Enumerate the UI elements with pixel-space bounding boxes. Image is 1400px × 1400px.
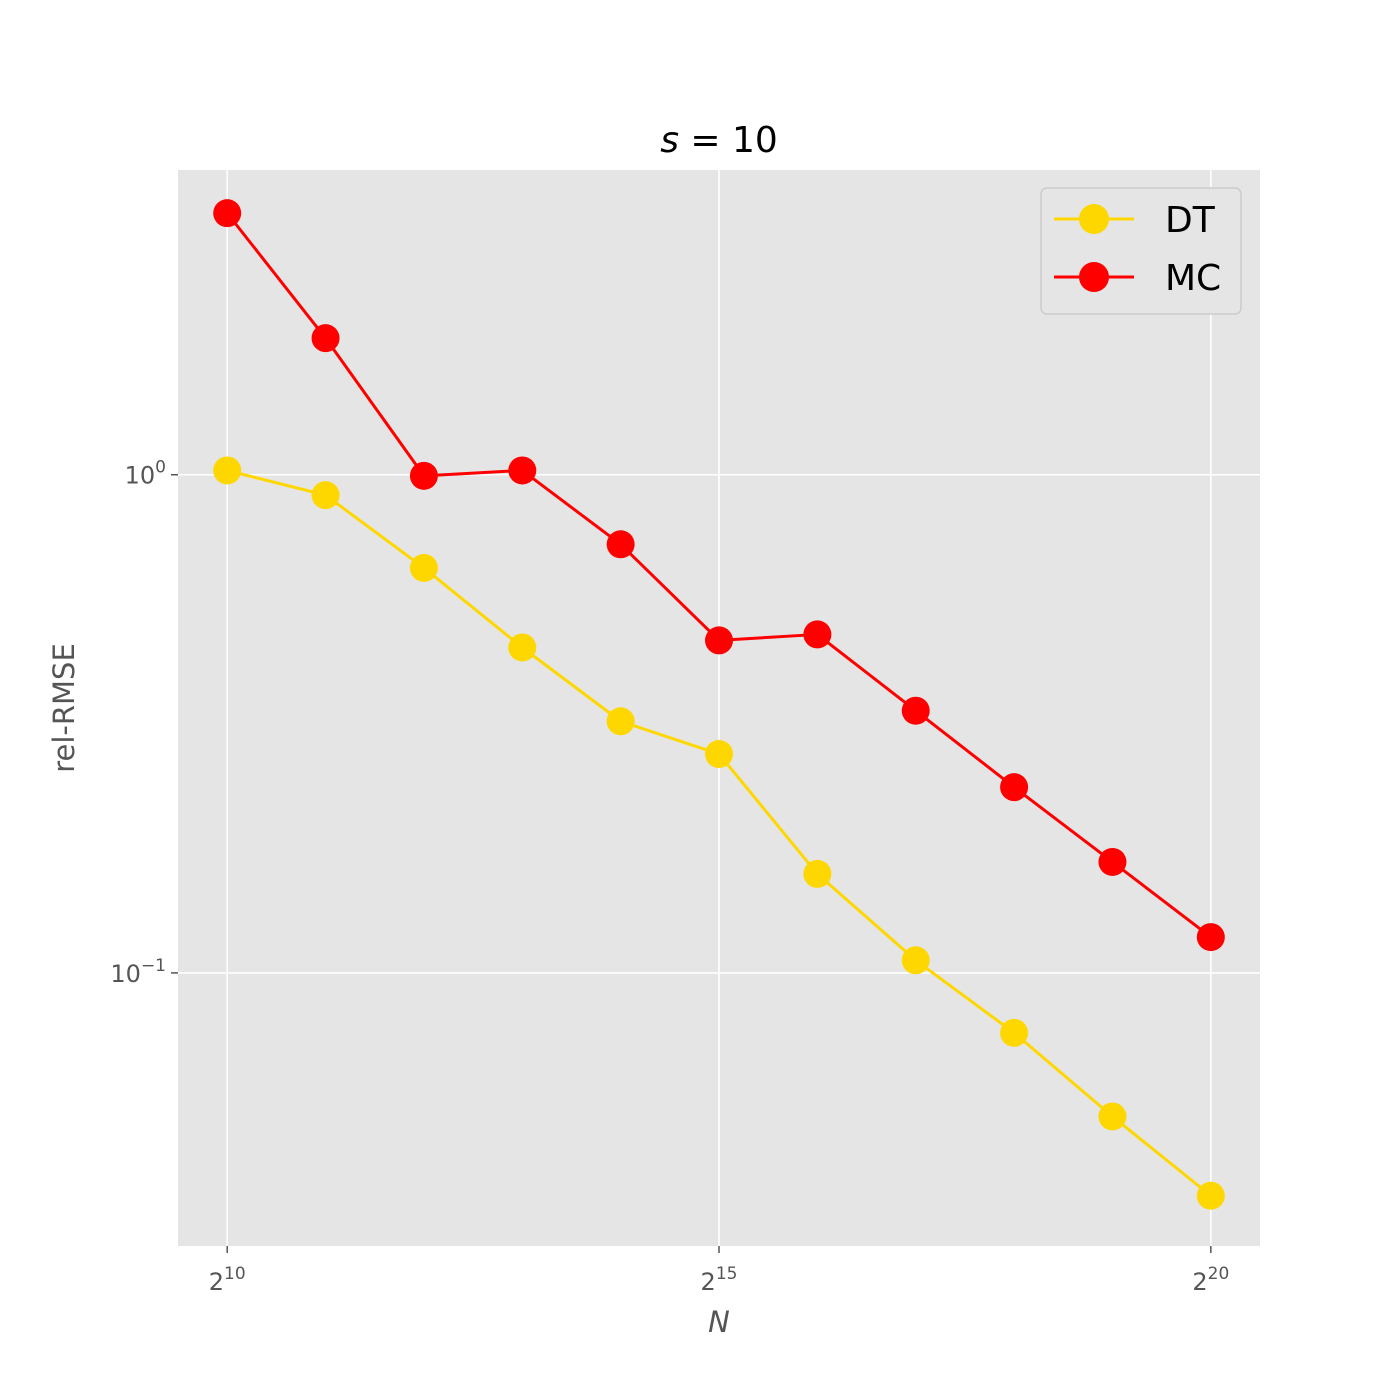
x-axis-label: N: [708, 1305, 730, 1339]
data-point-mc: [409, 461, 438, 490]
data-point-dt: [213, 456, 242, 485]
x-tick-label: 220: [1192, 1264, 1229, 1296]
data-point-dt: [1196, 1181, 1225, 1210]
legend-marker-mc: [1079, 262, 1109, 292]
data-point-dt: [705, 740, 734, 769]
data-point-dt: [901, 946, 930, 975]
y-tick-base: 10: [110, 960, 141, 988]
data-point-dt: [1000, 1018, 1029, 1047]
series-mc: [213, 199, 1225, 952]
legend-label-dt: DT: [1165, 200, 1216, 241]
x-tick-exponent: 20: [1208, 1264, 1230, 1284]
title-rest: = 10: [679, 120, 778, 161]
data-point-dt: [803, 859, 832, 888]
y-tick-exponent: 0: [155, 458, 166, 478]
y-tick-label: 100: [125, 458, 166, 490]
series-layer: [213, 199, 1225, 1210]
y-tick-exponent: −1: [141, 956, 166, 976]
title-variable: s: [660, 120, 679, 161]
data-point-mc: [508, 456, 537, 485]
data-point-mc: [803, 620, 832, 649]
x-tick-label: 210: [209, 1264, 246, 1296]
data-point-mc: [705, 626, 734, 655]
series-dt: [213, 456, 1225, 1210]
chart-title: s = 10: [660, 120, 778, 161]
x-tick-base: 2: [701, 1268, 716, 1296]
x-tick-base: 2: [209, 1268, 224, 1296]
data-point-dt: [606, 707, 635, 736]
data-point-dt: [409, 553, 438, 582]
legend: DT MC: [1040, 187, 1242, 315]
y-tick-base: 10: [125, 462, 156, 490]
legend-marker-dt: [1079, 204, 1109, 234]
data-point-mc: [213, 199, 242, 228]
x-tick-label: 215: [701, 1264, 738, 1296]
data-point-mc: [1000, 773, 1029, 802]
x-tick-exponent: 15: [716, 1264, 738, 1284]
data-point-mc: [1098, 847, 1127, 876]
data-point-dt: [1098, 1102, 1127, 1131]
data-point-mc: [606, 530, 635, 559]
data-point-dt: [311, 481, 340, 510]
legend-label-mc: MC: [1165, 258, 1221, 299]
data-point-mc: [901, 696, 930, 725]
y-axis-label: rel-RMSE: [47, 643, 81, 773]
data-point-mc: [1196, 923, 1225, 952]
x-tick-exponent: 10: [224, 1264, 246, 1284]
x-tick-base: 2: [1192, 1268, 1207, 1296]
data-point-dt: [508, 633, 537, 662]
data-point-mc: [311, 324, 340, 353]
grid-lines: [178, 170, 1260, 1246]
y-tick-label: 10−1: [110, 956, 166, 988]
